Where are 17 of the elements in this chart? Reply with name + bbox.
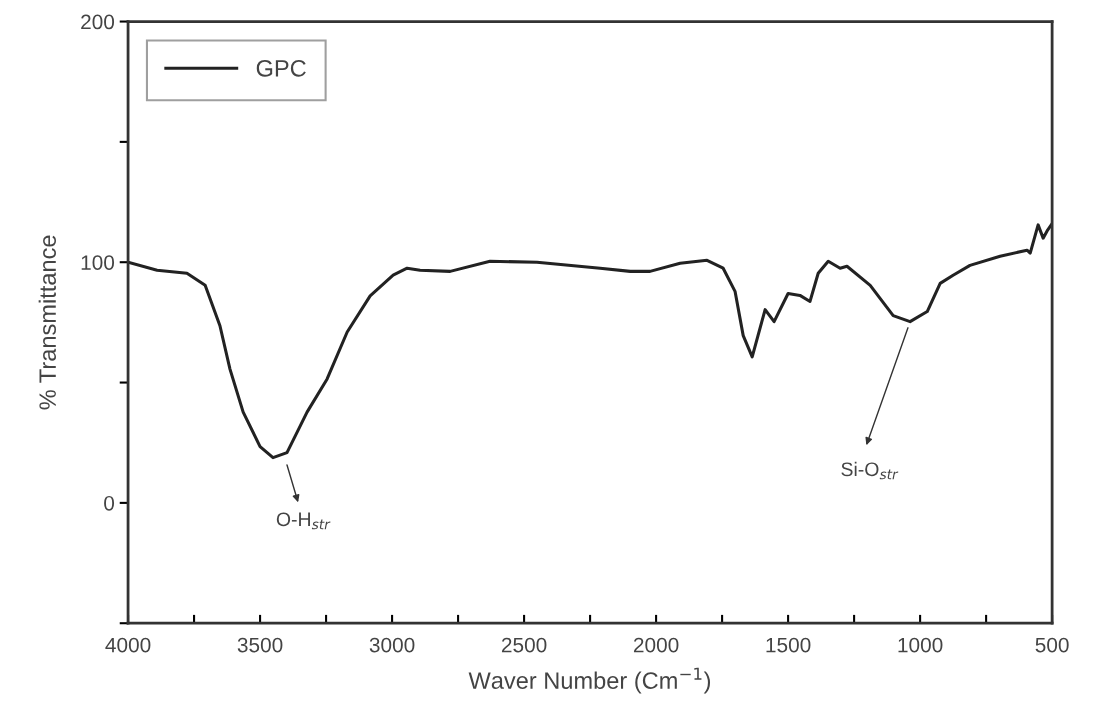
y-tick-label: 0	[104, 495, 115, 511]
y-tick-label: 200	[81, 14, 115, 30]
y-tick-label: 100	[81, 255, 115, 270]
x-tick-label: 3500	[237, 637, 283, 653]
x-tick-label: 500	[1035, 637, 1069, 653]
x-axis-title: Waver Number (Cm$^{−1}$)	[468, 667, 711, 694]
x-tick-label: 3000	[369, 637, 415, 653]
legend-label: GPC	[256, 59, 306, 77]
x-tick-label: 1000	[898, 637, 943, 653]
x-tick-label: 2000	[633, 637, 679, 653]
x-tick-label: 2500	[501, 637, 547, 653]
annotation: Si-O$_{str}$	[841, 461, 899, 480]
y-axis-title: % Transmittance	[38, 235, 56, 410]
x-tick-label: 4000	[105, 637, 151, 653]
x-tick-label: 1500	[766, 637, 811, 653]
line-series	[128, 222, 1053, 460]
annotation: O-H$_{str}$	[276, 512, 331, 530]
